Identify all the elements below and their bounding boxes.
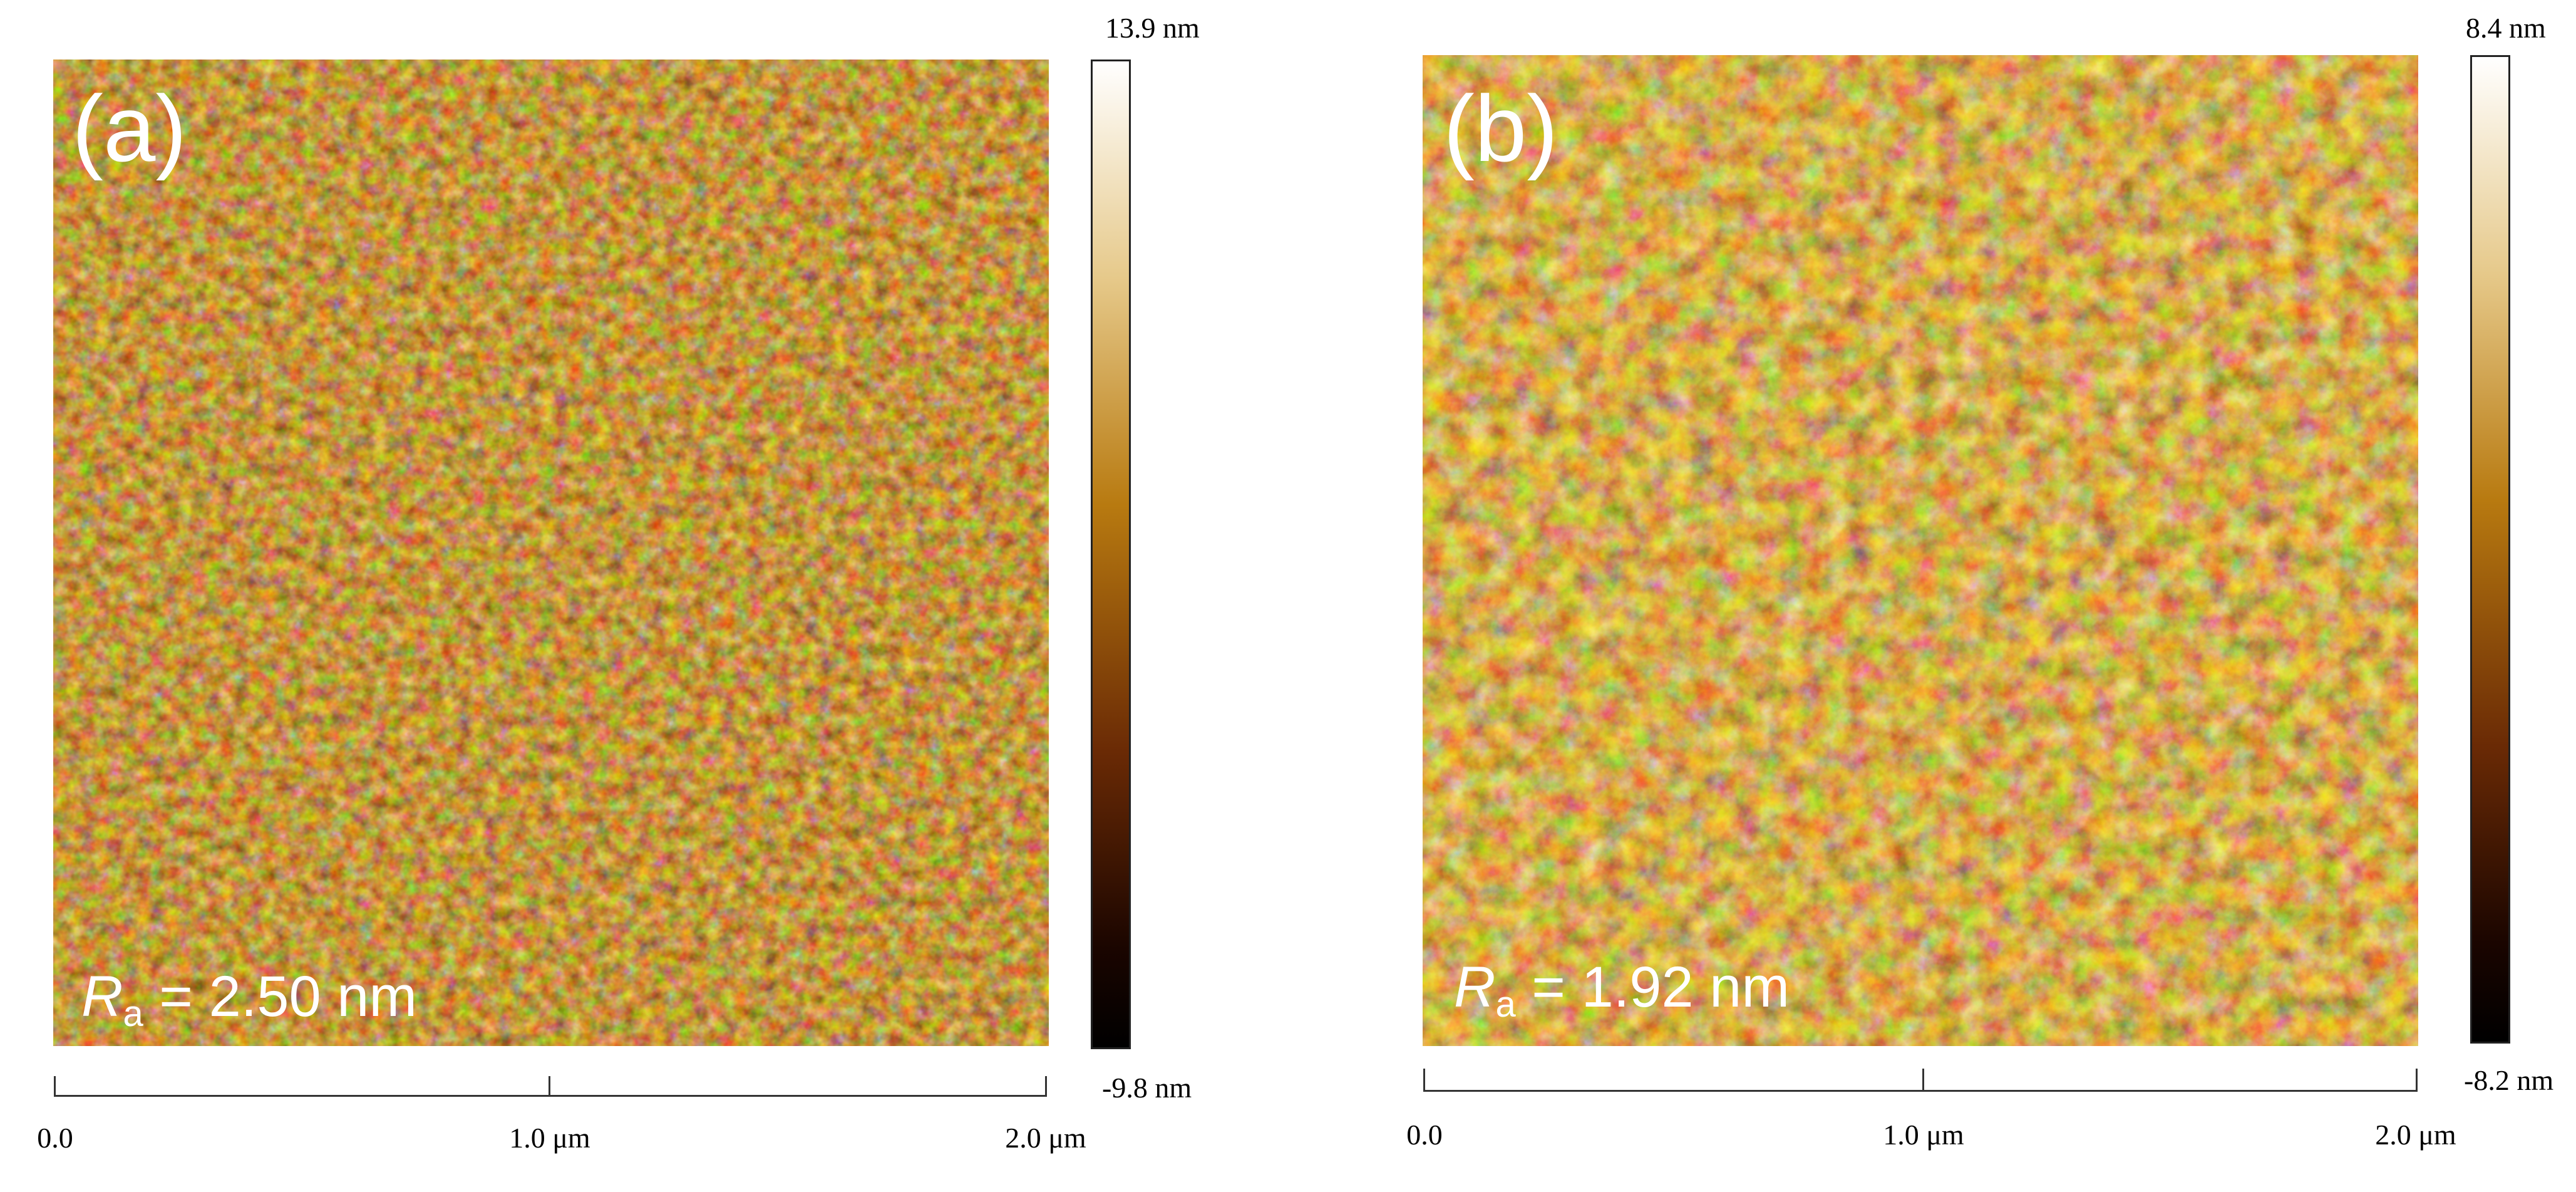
roughness-value: = 2.50 nm — [143, 965, 417, 1029]
afm-image-b — [1423, 55, 2418, 1046]
tick-label: 1.0 μm — [509, 1122, 590, 1154]
tick-label: 2.0 μm — [2375, 1119, 2456, 1151]
colorbar-max-label: 8.4 nm — [2466, 12, 2546, 44]
colorbar-max-label: 13.9 nm — [1105, 12, 1200, 44]
colorbar-min-label: -9.8 nm — [1102, 1072, 1192, 1104]
roughness-label-b: Ra = 1.92 nm — [1454, 958, 1790, 1023]
tick-label: 1.0 μm — [1883, 1119, 1964, 1151]
tick-label: 0.0 — [37, 1122, 73, 1154]
roughness-subscript: a — [1495, 984, 1516, 1025]
tick-label: 0.0 — [1406, 1119, 1443, 1151]
scale-tick — [1045, 1076, 1047, 1097]
scale-bar-a — [54, 1095, 1047, 1097]
tick-label: 2.0 μm — [1005, 1122, 1086, 1154]
roughness-value: = 1.92 nm — [1515, 955, 1790, 1019]
colorbar-min-label: -8.2 nm — [2464, 1064, 2554, 1096]
panel-label-b: (b) — [1443, 76, 1558, 181]
scale-tick — [1922, 1069, 1924, 1092]
afm-image-a — [53, 60, 1049, 1046]
colorbar-a — [1091, 60, 1131, 1049]
scale-bar-b — [1424, 1090, 2418, 1092]
roughness-label-a: Ra = 2.50 nm — [81, 968, 417, 1032]
scale-tick — [2416, 1069, 2418, 1092]
panel-label-a: (a) — [72, 76, 187, 181]
roughness-symbol: R — [1454, 955, 1496, 1019]
roughness-subscript: a — [123, 993, 143, 1034]
colorbar-b — [2470, 55, 2510, 1044]
roughness-symbol: R — [81, 965, 123, 1029]
scale-tick — [1423, 1069, 1425, 1092]
scale-tick — [54, 1076, 56, 1097]
scale-tick — [549, 1076, 550, 1097]
